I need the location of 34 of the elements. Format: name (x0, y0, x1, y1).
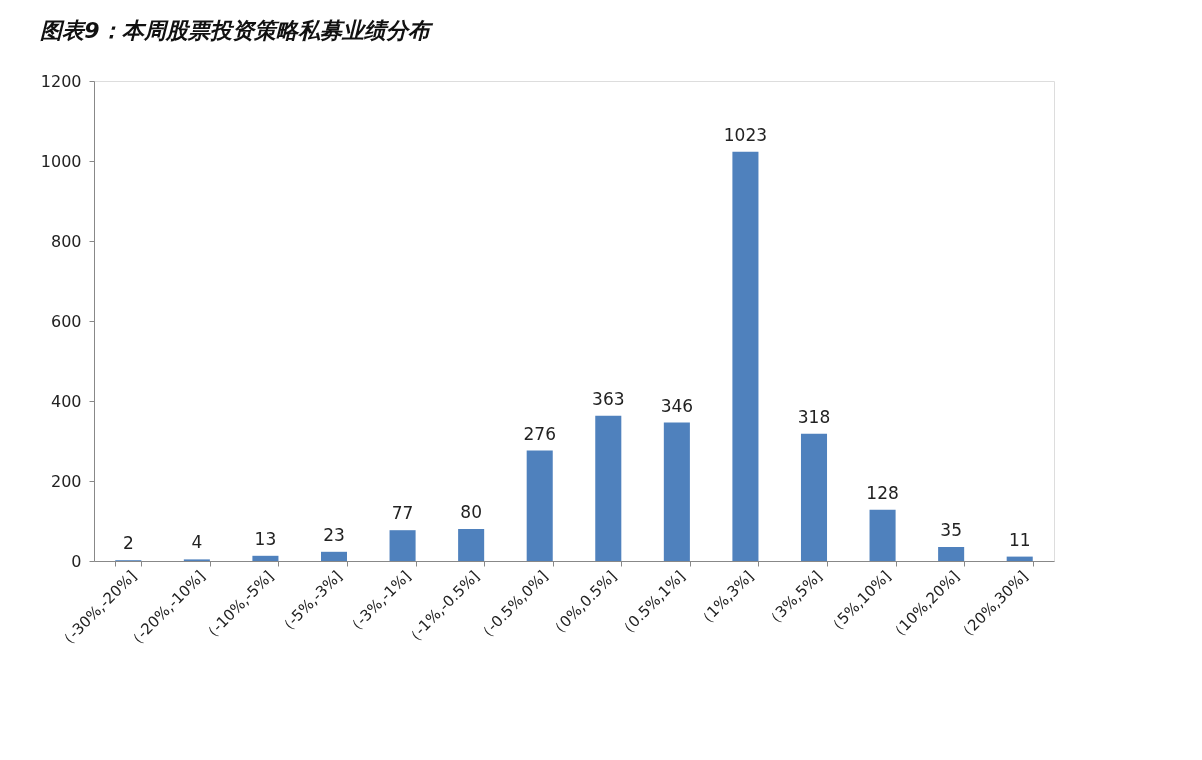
bar (252, 555, 279, 561)
data-label: 2 (122, 533, 134, 554)
bar (389, 530, 416, 561)
bar (800, 433, 828, 561)
bar (869, 509, 896, 561)
data-label: 128 (866, 482, 899, 503)
data-label: 1023 (723, 124, 768, 145)
data-label: 23 (323, 524, 345, 545)
bar (938, 547, 965, 561)
data-label: 77 (391, 503, 414, 524)
data-label: 80 (460, 502, 482, 522)
data-label: 318 (797, 406, 831, 427)
y-tick-label: 1000 (40, 151, 82, 171)
data-label: 276 (523, 423, 556, 444)
bar (1006, 556, 1033, 561)
y-tick-label: 400 (50, 391, 82, 411)
data-label: 4 (191, 532, 203, 553)
data-label: 13 (254, 528, 277, 549)
bar (526, 450, 553, 561)
bar (595, 415, 622, 561)
y-tick-label: 1200 (40, 71, 82, 91)
y-tick-label: 800 (50, 231, 82, 251)
bar (320, 551, 348, 561)
bar (458, 529, 485, 561)
bar (732, 151, 759, 561)
y-tick-label: 600 (50, 311, 82, 331)
bar (663, 422, 690, 561)
data-label: 35 (940, 520, 962, 540)
data-label: 346 (660, 395, 694, 416)
y-tick-label: 200 (50, 471, 82, 491)
chart-title: 图表9：本周股票投资策略私募业绩分布 (40, 18, 434, 43)
data-label: 363 (592, 388, 625, 409)
y-tick-label: 0 (71, 551, 82, 571)
data-label: 11 (1008, 529, 1031, 550)
